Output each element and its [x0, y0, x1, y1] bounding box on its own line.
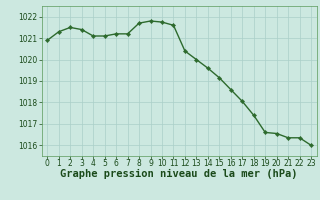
X-axis label: Graphe pression niveau de la mer (hPa): Graphe pression niveau de la mer (hPa): [60, 169, 298, 179]
